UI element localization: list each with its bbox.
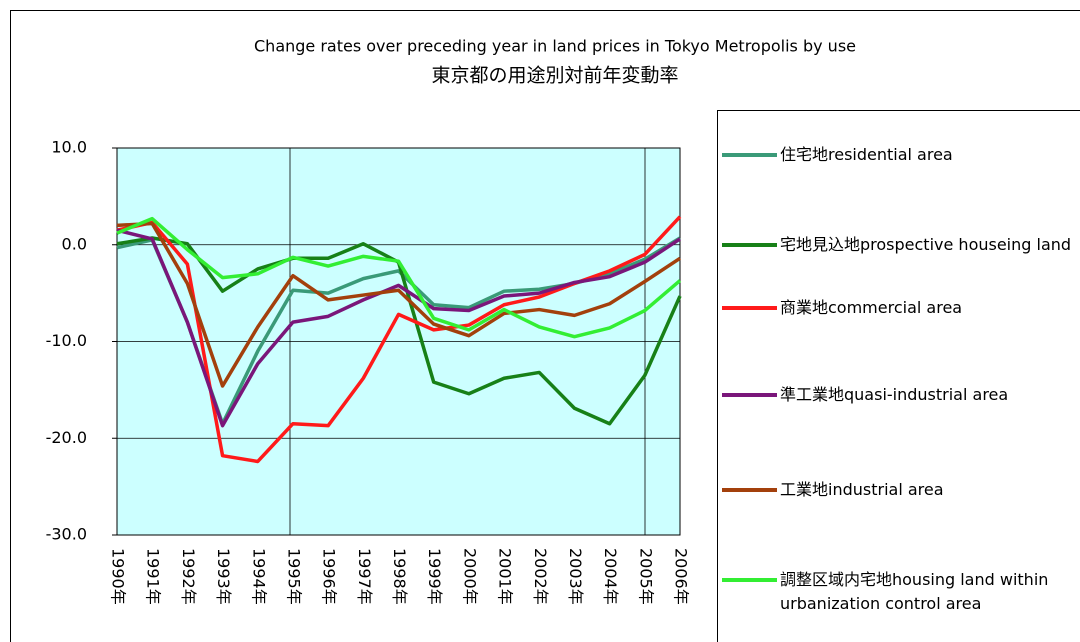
legend-label: 住宅地residential area <box>780 145 953 164</box>
x-tick-label: 1994年 <box>249 548 268 605</box>
legend-label: 商業地commercial area <box>780 298 963 317</box>
x-tick-label: 2003年 <box>566 548 585 605</box>
legend-box <box>717 110 1080 642</box>
x-tick-label: 1996年 <box>320 548 339 605</box>
x-tick-label: 2004年 <box>601 548 620 605</box>
x-tick-label: 2002年 <box>531 548 550 605</box>
x-tick-label: 2006年 <box>672 548 691 605</box>
x-tick-label: 1995年 <box>284 548 303 605</box>
series-line <box>116 216 682 339</box>
legend-label: 宅地見込地prospective houseing land <box>780 235 1072 254</box>
y-tick-label: 0.0 <box>62 234 87 253</box>
x-tick-label: 2000年 <box>460 548 479 605</box>
legend-label: 調整区域内宅地housing land within urbanization … <box>780 570 1049 613</box>
x-tick-label: 1993年 <box>214 548 233 605</box>
x-tick-label: 1997年 <box>355 548 374 605</box>
series-line <box>116 228 681 428</box>
legend-label: 工業地industrial area <box>780 480 944 499</box>
x-tick-label: 1998年 <box>390 548 409 605</box>
x-tick-label: 1990年 <box>109 548 128 605</box>
y-tick-label: -20.0 <box>46 428 87 447</box>
y-tick-label: -10.0 <box>46 331 87 350</box>
y-tick-label: -30.0 <box>46 525 87 544</box>
legend-label: 準工業地quasi-industrial area <box>780 385 1009 404</box>
x-tick-label: 2005年 <box>636 548 655 605</box>
x-tick-label: 2001年 <box>496 548 515 605</box>
x-tick-label: 1999年 <box>425 548 444 605</box>
series-line <box>116 221 681 388</box>
chart-title: Change rates over preceding year in land… <box>254 37 856 56</box>
x-tick-label: 1992年 <box>179 548 198 605</box>
y-tick-label: 10.0 <box>51 138 87 157</box>
chart-subtitle: 東京都の用途別対前年変動率 <box>431 65 678 87</box>
x-tick-label: 1991年 <box>144 548 163 605</box>
